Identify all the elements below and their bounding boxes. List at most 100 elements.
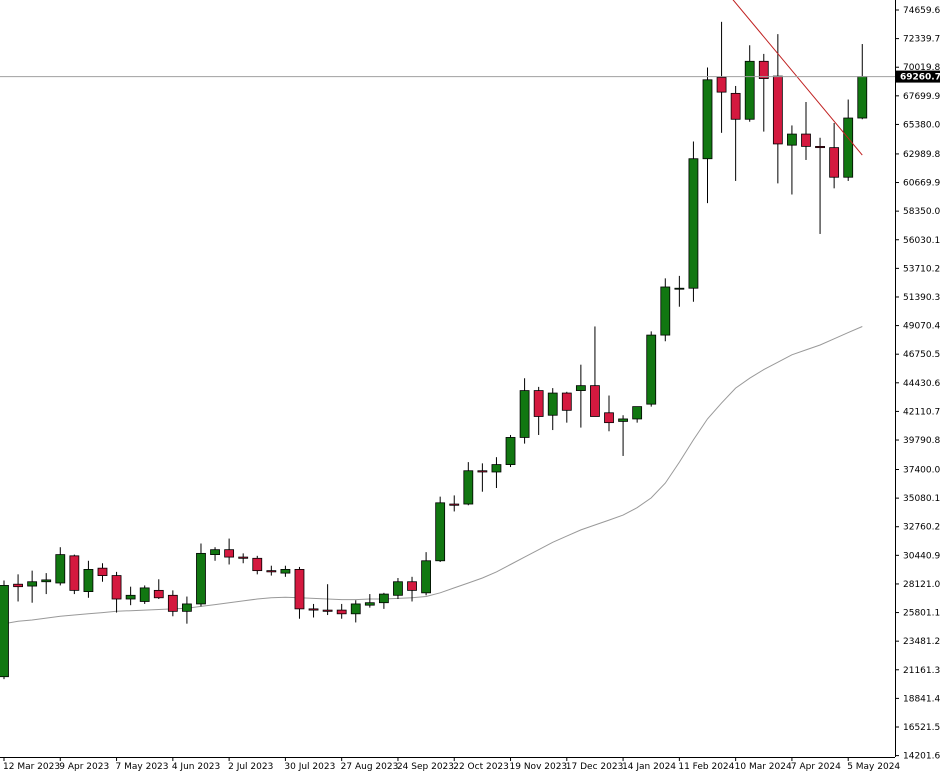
candle (336, 603, 347, 619)
y-tick-label: 37400.00 (903, 466, 940, 476)
candle (266, 565, 277, 576)
y-tick-label: 35080.10 (903, 494, 940, 504)
candle-body-bear (224, 549, 235, 558)
candle-body-bull (350, 603, 361, 615)
candle (843, 99, 854, 181)
y-tick-label: 70019.80 (903, 63, 940, 73)
y-tick-label: 14201.60 (903, 752, 940, 762)
candle-body-bull (0, 585, 9, 678)
candle (308, 603, 319, 618)
candle (210, 547, 220, 561)
price-axis: 74659.60 72339.70 70019.80 67699.90 65380.00… (895, 0, 940, 762)
candle-body-bull (575, 385, 586, 391)
y-tick-label: 21161.30 (903, 666, 940, 676)
candle-body-bear (561, 392, 572, 411)
y-tick-label: 42110.70 (903, 407, 940, 417)
candle (364, 594, 375, 608)
candle-body-bear (815, 145, 825, 149)
candle (533, 386, 544, 435)
candle-body-bull (41, 579, 52, 583)
candle (801, 101, 811, 160)
candle-body-bull (125, 594, 136, 600)
candle-body-bull (364, 602, 375, 606)
candle-body-bear (238, 556, 249, 559)
candle-body-bull (843, 117, 854, 178)
candle-body-bear (590, 385, 600, 417)
candle (604, 395, 614, 432)
candle-body-bull (210, 549, 220, 556)
candle-body-bull (378, 593, 389, 604)
y-tick-label: 67699.90 (903, 92, 940, 102)
candle (378, 592, 389, 609)
x-tick-label: 11 Feb 2024 (678, 762, 734, 772)
y-tick-label: 62989.80 (903, 150, 940, 160)
y-tick-label: 60669.90 (903, 179, 940, 189)
candle-body-bull (491, 464, 502, 473)
candle (196, 543, 206, 607)
y-tick-label: 39790.80 (903, 436, 940, 446)
candle (575, 364, 586, 428)
candle-body-bull (463, 470, 474, 505)
candle (772, 34, 783, 184)
current-price-tag (896, 70, 940, 83)
y-tick-label: 44430.60 (903, 379, 940, 389)
y-tick-label: 46750.50 (903, 350, 940, 360)
x-tick-label: 5 May 2024 (847, 762, 900, 772)
x-tick-label: 27 Aug 2023 (341, 762, 399, 772)
candle-body-bull (519, 390, 530, 438)
candle-body-bull (632, 406, 643, 420)
y-tick-label: 56030.10 (903, 236, 940, 246)
candle (322, 584, 333, 616)
candle (350, 600, 361, 623)
candle-body-bear (772, 75, 783, 145)
candle-body-bear (716, 76, 727, 93)
candle-body-bear (13, 583, 23, 588)
candle (716, 21, 727, 133)
candle-body-bull (421, 560, 432, 594)
candle-body-bear (829, 147, 840, 178)
candle (0, 580, 9, 680)
candle (280, 565, 291, 577)
y-tick-label: 28121.00 (903, 580, 940, 590)
candle (449, 495, 460, 512)
candle (477, 463, 488, 492)
x-tick-label: 7 May 2023 (116, 762, 169, 772)
candle-body-bear (252, 557, 263, 572)
candle (13, 574, 23, 602)
x-tick-label: 2 Jul 2023 (228, 762, 273, 772)
candle (393, 578, 403, 600)
candle-body-bull (660, 286, 671, 336)
candle (41, 573, 52, 595)
candle-body-bull (139, 587, 150, 602)
x-tick-label: 22 Oct 2023 (453, 762, 509, 772)
candle (139, 585, 150, 604)
candle-body-bear (266, 570, 277, 573)
candle (463, 462, 474, 506)
y-tick-label: 25801.10 (903, 609, 940, 619)
candle-body-bull (280, 569, 291, 574)
candle (125, 586, 136, 606)
current-price-label: 69260.77 (900, 73, 940, 83)
candle (69, 554, 80, 595)
candle-body-bear (308, 608, 319, 611)
candle (618, 415, 628, 456)
candle (83, 560, 94, 598)
y-tick-label: 23481.20 (903, 637, 940, 647)
trendline (732, 0, 863, 156)
candle (744, 45, 755, 122)
candle (294, 566, 305, 619)
candle-body-bear (730, 92, 741, 120)
candle (153, 579, 164, 600)
candle-body-bull (55, 554, 66, 584)
candle (224, 538, 235, 565)
candle-body-bear (336, 609, 347, 615)
candle (421, 552, 432, 596)
x-tick-label: 19 Nov 2023 (510, 762, 568, 772)
candle-body-bull (857, 76, 868, 119)
candle-body-bear (167, 594, 178, 612)
x-tick-label: 12 Mar 2023 (3, 762, 60, 772)
moving-average-line (3, 326, 863, 625)
candle-body-bear (533, 390, 544, 417)
candle (688, 141, 699, 302)
